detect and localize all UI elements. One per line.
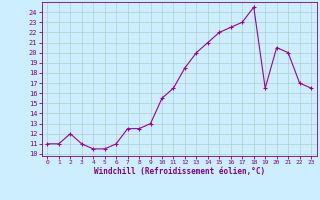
X-axis label: Windchill (Refroidissement éolien,°C): Windchill (Refroidissement éolien,°C) <box>94 167 265 176</box>
